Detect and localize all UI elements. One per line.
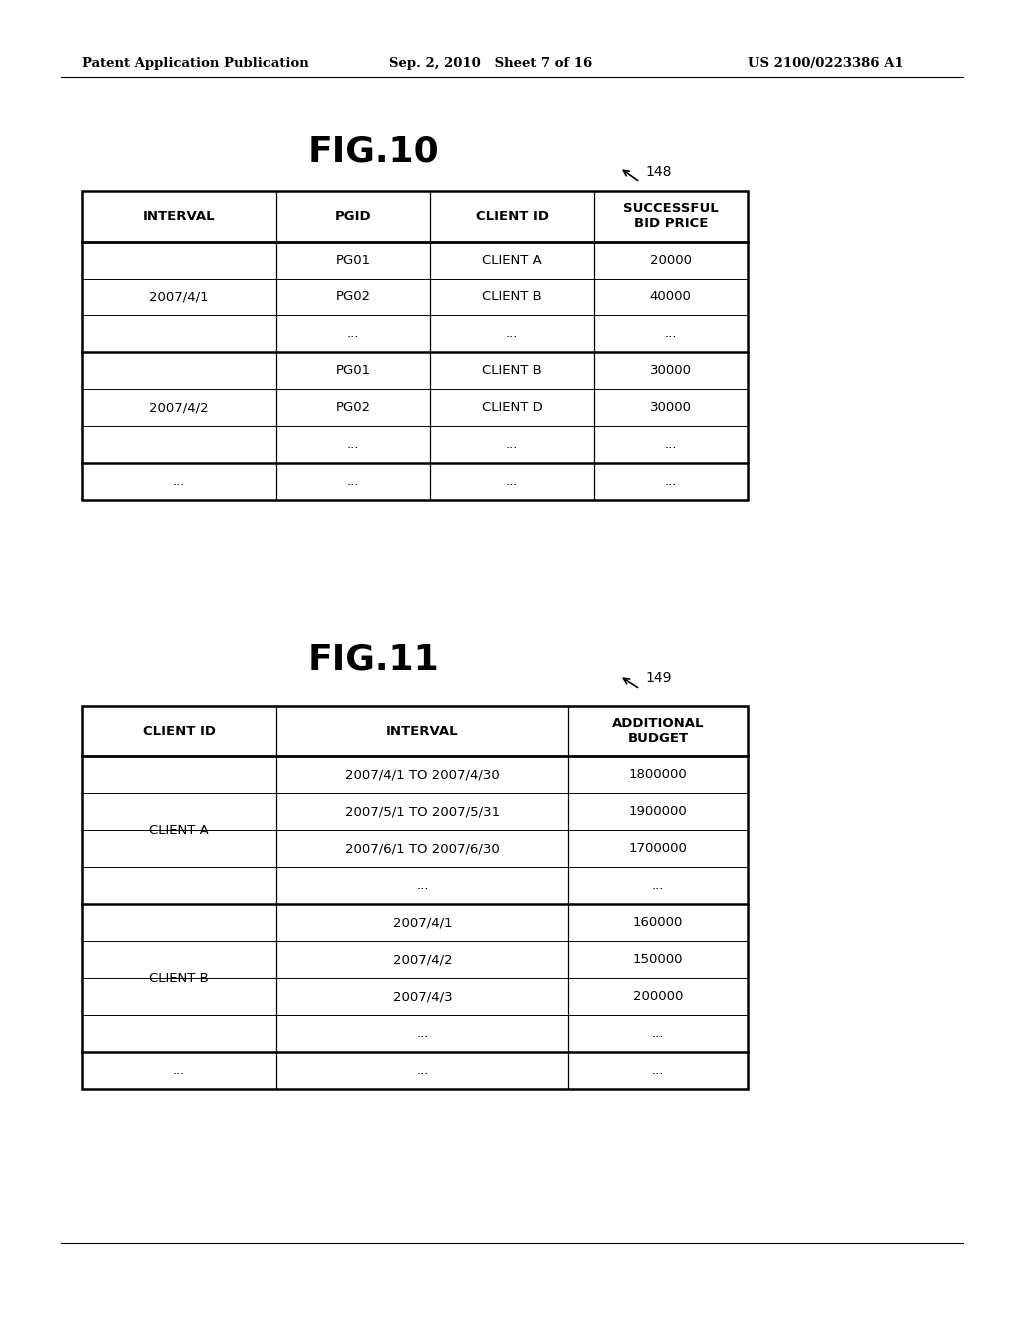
Text: INTERVAL: INTERVAL xyxy=(143,210,215,223)
Text: 2007/6/1 TO 2007/6/30: 2007/6/1 TO 2007/6/30 xyxy=(345,842,500,855)
Text: ...: ... xyxy=(173,475,185,488)
Text: 2007/4/3: 2007/4/3 xyxy=(392,990,453,1003)
Text: ...: ... xyxy=(506,438,518,451)
Text: CLIENT A: CLIENT A xyxy=(150,824,209,837)
Text: PG02: PG02 xyxy=(336,290,371,304)
Text: PG01: PG01 xyxy=(336,364,371,378)
Text: 148: 148 xyxy=(645,165,672,178)
Text: CLIENT B: CLIENT B xyxy=(150,972,209,985)
Text: 200000: 200000 xyxy=(633,990,683,1003)
Text: FIG.11: FIG.11 xyxy=(308,643,439,677)
Text: 1700000: 1700000 xyxy=(629,842,687,855)
Text: ...: ... xyxy=(665,438,677,451)
Text: 149: 149 xyxy=(645,672,672,685)
Text: CLIENT B: CLIENT B xyxy=(482,290,542,304)
Text: Patent Application Publication: Patent Application Publication xyxy=(82,57,308,70)
Text: 40000: 40000 xyxy=(650,290,691,304)
Bar xyxy=(82,706,748,1089)
Text: 2007/5/1 TO 2007/5/31: 2007/5/1 TO 2007/5/31 xyxy=(345,805,500,818)
Text: ...: ... xyxy=(651,1027,665,1040)
Text: 2007/4/1: 2007/4/1 xyxy=(150,290,209,304)
Text: PG02: PG02 xyxy=(336,401,371,414)
Text: ...: ... xyxy=(506,327,518,341)
Text: ...: ... xyxy=(416,1027,429,1040)
Text: 2007/4/2: 2007/4/2 xyxy=(392,953,453,966)
Text: PG01: PG01 xyxy=(336,253,371,267)
Text: CLIENT ID: CLIENT ID xyxy=(475,210,549,223)
Bar xyxy=(82,191,748,500)
Text: CLIENT ID: CLIENT ID xyxy=(142,725,216,738)
Text: 1900000: 1900000 xyxy=(629,805,687,818)
Text: ...: ... xyxy=(347,475,359,488)
Text: 150000: 150000 xyxy=(633,953,683,966)
Text: ADDITIONAL
BUDGET: ADDITIONAL BUDGET xyxy=(611,717,705,746)
Text: 1800000: 1800000 xyxy=(629,768,687,781)
Text: ...: ... xyxy=(651,879,665,892)
Text: 2007/4/1: 2007/4/1 xyxy=(392,916,453,929)
Text: ...: ... xyxy=(506,475,518,488)
Text: PGID: PGID xyxy=(335,210,372,223)
Text: ...: ... xyxy=(173,1064,185,1077)
Text: 2007/4/2: 2007/4/2 xyxy=(150,401,209,414)
Text: ...: ... xyxy=(665,327,677,341)
Text: INTERVAL: INTERVAL xyxy=(386,725,459,738)
Text: ...: ... xyxy=(347,438,359,451)
Text: Sep. 2, 2010   Sheet 7 of 16: Sep. 2, 2010 Sheet 7 of 16 xyxy=(389,57,592,70)
Text: CLIENT B: CLIENT B xyxy=(482,364,542,378)
Text: CLIENT D: CLIENT D xyxy=(481,401,543,414)
Text: 30000: 30000 xyxy=(649,364,692,378)
Text: 20000: 20000 xyxy=(649,253,692,267)
Text: CLIENT A: CLIENT A xyxy=(482,253,542,267)
Text: ...: ... xyxy=(416,879,429,892)
Text: ...: ... xyxy=(347,327,359,341)
Text: FIG.10: FIG.10 xyxy=(308,135,439,169)
Text: 160000: 160000 xyxy=(633,916,683,929)
Text: US 2100/0223386 A1: US 2100/0223386 A1 xyxy=(748,57,903,70)
Text: 2007/4/1 TO 2007/4/30: 2007/4/1 TO 2007/4/30 xyxy=(345,768,500,781)
Text: ...: ... xyxy=(665,475,677,488)
Text: SUCCESSFUL
BID PRICE: SUCCESSFUL BID PRICE xyxy=(623,202,719,231)
Text: 30000: 30000 xyxy=(649,401,692,414)
Text: ...: ... xyxy=(416,1064,429,1077)
Text: ...: ... xyxy=(651,1064,665,1077)
